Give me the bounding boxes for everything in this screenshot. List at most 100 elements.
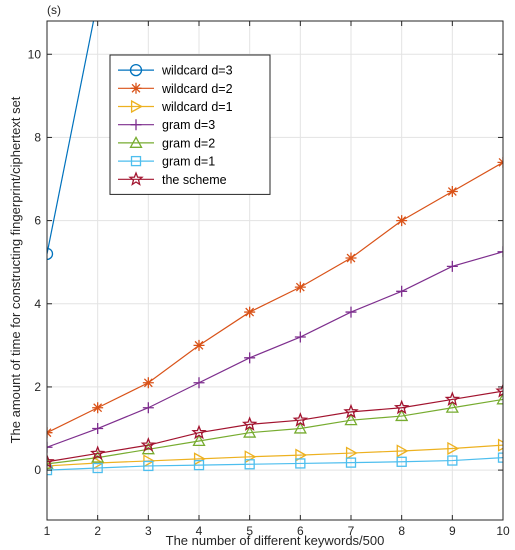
data-point [343, 403, 359, 419]
data-point [244, 459, 255, 470]
data-point [446, 185, 458, 197]
legend-marker [129, 63, 143, 77]
data-point [244, 306, 256, 318]
data-point [192, 434, 206, 447]
legend-marker [130, 155, 142, 167]
y-tick-label: 6 [34, 214, 41, 228]
series-line [47, 390, 503, 463]
data-point [447, 441, 460, 456]
x-tick-label: 10 [496, 524, 510, 538]
series-line [47, 21, 95, 254]
data-point [295, 448, 308, 462]
data-point [396, 285, 408, 297]
data-point [293, 421, 307, 434]
data-point [497, 452, 503, 463]
legend-label: wildcard d=3 [161, 64, 233, 78]
legend-marker [130, 99, 143, 114]
data-point [92, 423, 104, 435]
data-point [193, 377, 205, 389]
series-1 [47, 0, 103, 261]
data-point [345, 252, 357, 264]
y-tick-label: 2 [34, 380, 41, 394]
data-point [143, 460, 154, 472]
data-point [345, 457, 357, 468]
data-point [495, 382, 503, 398]
data-point [142, 377, 154, 389]
series-line [47, 398, 503, 465]
data-point [47, 441, 53, 453]
data-point [446, 260, 458, 272]
y-axis-label: The amount of time for constructing fing… [8, 96, 23, 443]
data-point [294, 281, 306, 293]
axis-ticks: 1 2 3 4 5 6 7 8 9 10 0 2 4 6 8 10 [28, 21, 510, 538]
y-tick-label: 4 [34, 297, 41, 311]
data-point [193, 339, 205, 351]
data-point [292, 412, 309, 427]
data-point [142, 402, 154, 414]
data-point [395, 409, 409, 422]
legend-entry: wildcard d=3 [118, 64, 233, 78]
data-point [496, 392, 503, 405]
legend-label: gram d=2 [162, 136, 215, 150]
series-line [47, 251, 503, 448]
legend-entry: gram d=1 [118, 155, 215, 169]
x-tick-label: 1 [44, 524, 51, 538]
data-point [89, 445, 106, 461]
data-point [47, 453, 55, 469]
data-point [447, 455, 458, 466]
data-point [445, 400, 459, 413]
x-axis-label: The number of different keywords/500 [166, 533, 385, 548]
legend-label: gram d=1 [162, 155, 215, 169]
x-tick-label: 6 [297, 524, 304, 538]
legend-label: wildcard d=2 [161, 82, 233, 96]
data-point [92, 462, 103, 474]
data-point [396, 456, 407, 467]
legend-entry: gram d=3 [118, 118, 215, 132]
plot-frame [46, 20, 504, 521]
y-unit-label: (s) [47, 3, 61, 17]
data-point [497, 246, 503, 258]
legend-marker [130, 82, 142, 94]
legend-label: wildcard d=1 [161, 100, 233, 114]
legend-entry: gram d=2 [118, 136, 215, 150]
y-tick-label: 10 [28, 47, 42, 61]
data-point [345, 446, 358, 460]
x-tick-label: 8 [398, 524, 405, 538]
x-tick-label: 7 [348, 524, 355, 538]
series-6 [47, 452, 503, 476]
x-tick-label: 9 [449, 524, 456, 538]
data-point [497, 438, 503, 452]
x-tick-label: 2 [94, 524, 101, 538]
legend-entry: wildcard d=2 [118, 82, 233, 96]
legend-label: the scheme [162, 173, 227, 187]
series-group [47, 0, 503, 476]
series-line [47, 444, 503, 467]
legend-entry: wildcard d=1 [118, 99, 233, 114]
y-tick-label: 8 [34, 130, 41, 144]
series-line [47, 161, 503, 434]
data-point [243, 425, 257, 438]
legend-marker [129, 136, 143, 148]
x-tick-label: 4 [196, 524, 203, 538]
data-point [295, 458, 306, 469]
series-2 [47, 156, 503, 439]
data-point [92, 0, 103, 6]
data-point [344, 413, 358, 426]
legend-label: gram d=3 [162, 118, 215, 132]
data-point [294, 331, 306, 343]
data-point [193, 452, 206, 466]
x-tick-label: 3 [145, 524, 152, 538]
series-7 [47, 382, 503, 469]
data-point [244, 352, 256, 364]
x-tick-label: 5 [246, 524, 253, 538]
series-4 [47, 246, 503, 453]
y-tick-label: 0 [34, 463, 41, 477]
data-point [191, 424, 207, 440]
data-point [193, 459, 205, 471]
data-point [444, 391, 461, 406]
data-point [140, 437, 157, 452]
data-point [396, 444, 409, 458]
series-line [47, 457, 503, 471]
data-point [396, 215, 408, 227]
